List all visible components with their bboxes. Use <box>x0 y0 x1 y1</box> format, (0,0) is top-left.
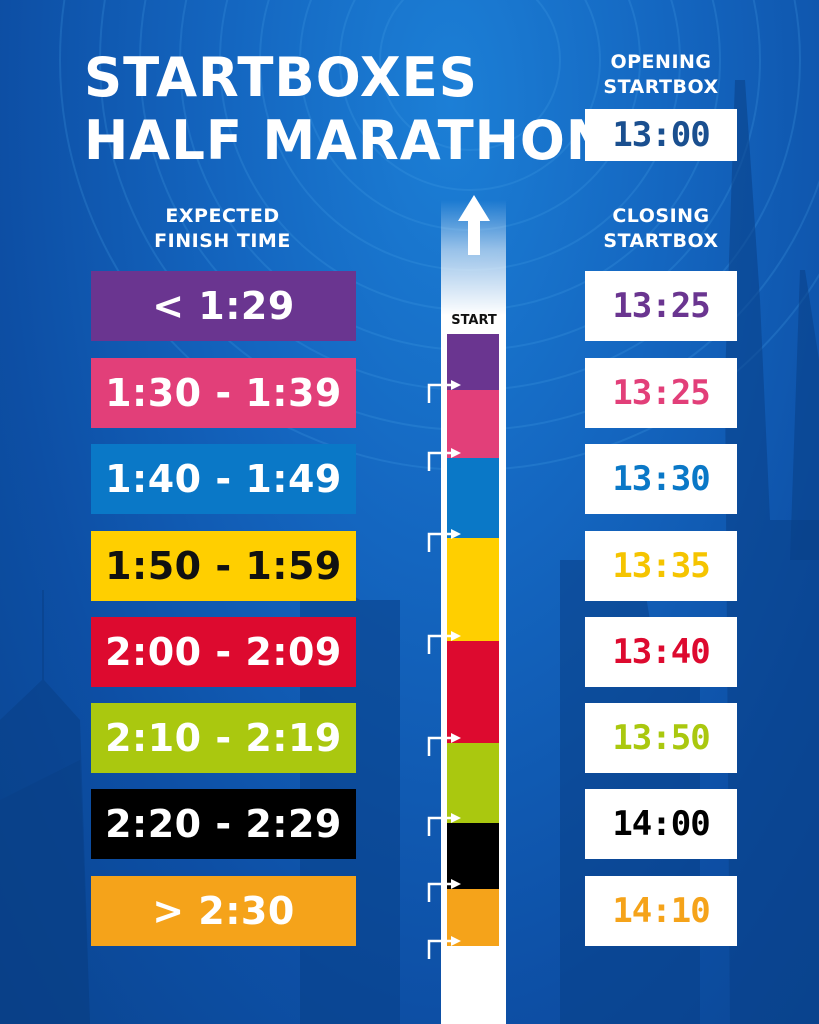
closing-time: 13:40 <box>612 632 710 672</box>
lane-stripe-pink <box>447 390 499 458</box>
expected-finish-time-label: EXPECTED FINISH TIME <box>130 204 315 254</box>
closing-box-green: 13:50 <box>585 703 737 773</box>
finish-box-green: 2:10 - 2:19 <box>91 703 356 773</box>
expected-label-line-1: EXPECTED <box>165 205 280 227</box>
closing-time: 13:25 <box>612 373 710 413</box>
closing-time: 14:00 <box>612 804 710 844</box>
finish-time: 2:00 - 2:09 <box>105 630 342 674</box>
corner-arrow-right-icon <box>427 813 461 836</box>
opening-time: 13:00 <box>612 115 710 155</box>
lane-stripe-green <box>447 743 499 823</box>
opening-label-line-1: OPENING <box>610 51 712 73</box>
finish-time: < 1:29 <box>152 284 295 328</box>
corner-arrow-right-icon <box>427 448 461 471</box>
finish-box-red: 2:00 - 2:09 <box>91 617 356 687</box>
finish-box-purple: < 1:29 <box>91 271 356 341</box>
finish-time: 1:30 - 1:39 <box>105 371 342 415</box>
opening-label-line-2: STARTBOX <box>603 76 719 98</box>
closing-startbox-label: CLOSING STARTBOX <box>588 204 734 254</box>
closing-box-blue: 13:30 <box>585 444 737 514</box>
lane-stripe-red <box>447 641 499 743</box>
lane-stripe-blue <box>447 458 499 538</box>
lane-stripe-black <box>447 823 499 889</box>
closing-box-black: 14:00 <box>585 789 737 859</box>
closing-box-red: 13:40 <box>585 617 737 687</box>
closing-box-pink: 13:25 <box>585 358 737 428</box>
finish-time: > 2:30 <box>152 889 295 933</box>
closing-time: 14:10 <box>612 891 710 931</box>
finish-box-pink: 1:30 - 1:39 <box>91 358 356 428</box>
closing-box-yellow: 13:35 <box>585 531 737 601</box>
lane-stripe-purple <box>447 334 499 390</box>
corner-arrow-right-icon <box>427 733 461 756</box>
closing-time: 13:50 <box>612 718 710 758</box>
start-label: START <box>451 313 497 328</box>
closing-time: 13:25 <box>612 286 710 326</box>
page-title: STARTBOXES HALF MARATHON <box>84 46 611 172</box>
closing-time: 13:30 <box>612 459 710 499</box>
finish-box-black: 2:20 - 2:29 <box>91 789 356 859</box>
finish-time: 1:50 - 1:59 <box>105 544 342 588</box>
opening-startbox-label: OPENING STARTBOX <box>588 50 734 100</box>
finish-time: 2:20 - 2:29 <box>105 802 342 846</box>
lane-stripe-orange <box>447 889 499 946</box>
corner-arrow-right-icon <box>427 631 461 654</box>
finish-box-blue: 1:40 - 1:49 <box>91 444 356 514</box>
closing-box-orange: 14:10 <box>585 876 737 946</box>
title-line-1: STARTBOXES <box>84 46 478 109</box>
title-line-2: HALF MARATHON <box>84 109 612 172</box>
closing-time: 13:35 <box>612 546 710 586</box>
arrow-up-icon <box>458 195 490 255</box>
corner-arrow-right-icon <box>427 879 461 902</box>
lane-stripe-yellow <box>447 538 499 641</box>
finish-box-orange: > 2:30 <box>91 876 356 946</box>
opening-time-box: 13:00 <box>585 109 737 161</box>
closing-label-line-2: STARTBOX <box>603 230 719 252</box>
expected-label-line-2: FINISH TIME <box>154 230 291 252</box>
corner-arrow-right-icon <box>427 936 461 959</box>
finish-box-yellow: 1:50 - 1:59 <box>91 531 356 601</box>
closing-label-line-1: CLOSING <box>612 205 710 227</box>
corner-arrow-right-icon <box>427 380 461 403</box>
finish-time: 1:40 - 1:49 <box>105 457 342 501</box>
finish-time: 2:10 - 2:19 <box>105 716 342 760</box>
corner-arrow-right-icon <box>427 529 461 552</box>
closing-box-purple: 13:25 <box>585 271 737 341</box>
